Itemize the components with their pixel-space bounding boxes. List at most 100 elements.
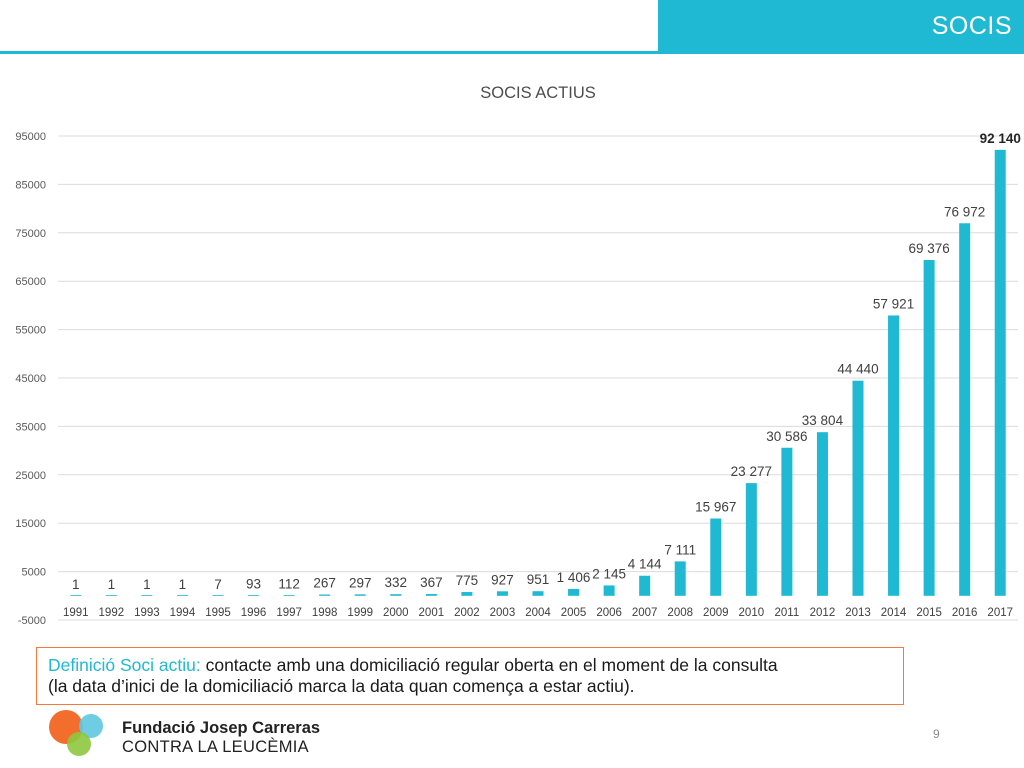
- data-label: 1: [179, 577, 187, 592]
- data-label: 332: [385, 575, 408, 590]
- data-label: 1: [72, 577, 80, 592]
- bar: [70, 595, 82, 596]
- x-tick-label: 2011: [775, 607, 800, 619]
- x-tick-label: 1996: [241, 607, 267, 619]
- header-rule: [0, 51, 1024, 54]
- bar: [888, 315, 900, 596]
- bar: [710, 518, 722, 596]
- y-tick-label: -5000: [18, 615, 46, 627]
- y-tick-label: 75000: [15, 228, 46, 240]
- x-tick-label: 2003: [490, 607, 516, 619]
- x-tick-label: 2004: [525, 607, 551, 619]
- x-tick-label: 1993: [134, 607, 160, 619]
- data-label: 7: [214, 577, 222, 592]
- data-label: 951: [527, 572, 550, 587]
- data-label: 33 804: [802, 413, 844, 428]
- data-label: 92 140: [980, 131, 1021, 146]
- bar: [674, 561, 686, 596]
- bar: [283, 595, 295, 596]
- page-title: SOCIS: [931, 12, 1012, 40]
- bar: [532, 591, 544, 596]
- y-tick-label: 35000: [15, 421, 46, 433]
- x-tick-label: 1991: [63, 607, 89, 619]
- x-tick-label: 1998: [312, 607, 338, 619]
- y-tick-label: 25000: [15, 470, 46, 482]
- data-label: 1: [108, 577, 116, 592]
- bar: [354, 594, 366, 596]
- bar-chart: SOCIS ACTIUS -5000 5000 15000 25000 35000 4500…: [15, 84, 1021, 627]
- brand-subtitle: CONTRA LA LEUCÈMIA: [122, 738, 309, 756]
- data-label: 112: [278, 576, 300, 591]
- x-tick-label: 1997: [276, 607, 302, 619]
- x-tick-label: 2015: [916, 607, 942, 619]
- bar: [603, 585, 615, 596]
- bar: [959, 223, 971, 596]
- bar: [568, 588, 580, 596]
- y-tick-label: 15000: [15, 518, 46, 530]
- x-tick-label: 2000: [383, 607, 409, 619]
- y-tick-label: 5000: [22, 567, 46, 579]
- x-tick-label: 2017: [987, 607, 1013, 619]
- x-tick-label: 1992: [99, 607, 125, 619]
- definition-text-line1: contacte amb una domiciliació regular ob…: [200, 655, 778, 675]
- bar: [141, 595, 153, 596]
- x-tick-label: 2005: [561, 607, 587, 619]
- y-tick-label: 45000: [15, 373, 46, 385]
- x-tick-label: 2016: [952, 607, 978, 619]
- chart-title: SOCIS ACTIUS: [480, 84, 596, 102]
- x-tick-label: 1995: [205, 607, 231, 619]
- bar: [816, 432, 828, 596]
- foundation-logo: [49, 710, 103, 756]
- data-label: 1: [143, 577, 151, 592]
- x-tick-label: 2001: [419, 607, 445, 619]
- definition-box: Definició Soci actiu: contacte amb una d…: [36, 647, 904, 705]
- x-tick-label: 2012: [810, 607, 836, 619]
- bar: [852, 380, 864, 596]
- x-tick-label: 2014: [881, 607, 907, 619]
- data-label: 4 144: [628, 557, 662, 572]
- data-label: 7 111: [664, 542, 696, 557]
- data-label: 267: [313, 576, 336, 591]
- data-label: 775: [456, 573, 479, 588]
- data-label: 1 406: [557, 570, 591, 585]
- data-label: 367: [420, 575, 443, 590]
- x-tick-label: 1994: [170, 607, 196, 619]
- page-number: 9: [933, 727, 940, 741]
- bar: [781, 447, 793, 596]
- bar: [496, 591, 508, 596]
- bar: [176, 595, 188, 596]
- x-tick-label: 2007: [632, 607, 658, 619]
- data-label: 93: [246, 576, 261, 591]
- brand-name: Fundació Josep Carreras: [122, 719, 321, 737]
- definition-term: Definició Soci actiu:: [48, 655, 201, 675]
- data-label: 69 376: [908, 241, 949, 256]
- bar: [461, 592, 473, 596]
- y-tick-label: 85000: [15, 179, 46, 191]
- data-label: 927: [491, 572, 514, 587]
- data-label: 44 440: [837, 362, 878, 377]
- bar: [248, 595, 260, 596]
- x-tick-label: 2006: [596, 607, 622, 619]
- bar: [105, 595, 117, 596]
- bar: [994, 149, 1006, 596]
- x-tick-label: 2009: [703, 607, 729, 619]
- bar: [923, 260, 935, 596]
- data-label: 57 921: [873, 296, 914, 311]
- bar: [212, 595, 224, 596]
- definition-text-line2: (la data d’inici de la domiciliació marc…: [48, 676, 635, 696]
- bar: [639, 575, 651, 596]
- x-tick-label: 2010: [739, 607, 765, 619]
- header-tab: [658, 0, 1024, 54]
- data-label: 297: [349, 575, 372, 590]
- data-label: 2 145: [592, 566, 626, 581]
- data-label: 23 277: [731, 464, 772, 479]
- y-tick-label: 55000: [15, 325, 46, 337]
- data-label: 76 972: [944, 204, 985, 219]
- x-tick-label: 2008: [667, 607, 693, 619]
- y-tick-label: 65000: [15, 276, 46, 288]
- x-tick-label: 2013: [845, 607, 871, 619]
- bar: [390, 594, 402, 596]
- x-tick-label: 2002: [454, 607, 480, 619]
- data-label: 15 967: [695, 500, 736, 515]
- bar: [745, 483, 757, 596]
